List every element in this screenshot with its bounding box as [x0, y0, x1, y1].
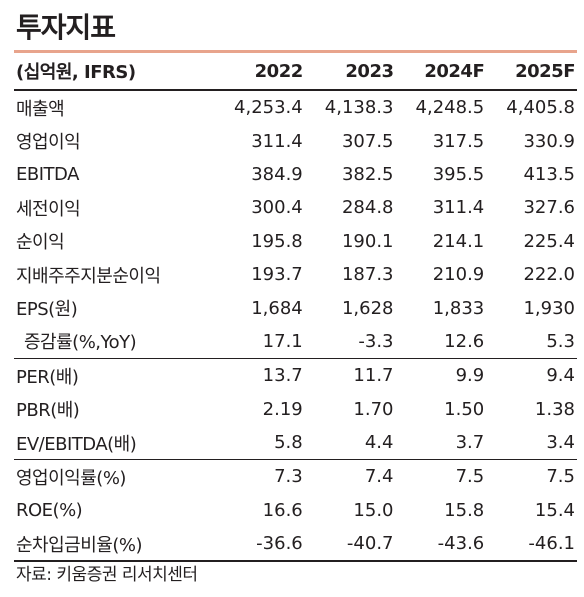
row-label: 세전이익 — [16, 198, 81, 220]
cell-value: 284.8 — [341, 197, 394, 219]
cell-value: 413.5 — [523, 163, 575, 185]
cell-value: 1.50 — [444, 398, 485, 420]
cell-value: 225.4 — [523, 230, 575, 252]
cell-value: 187.3 — [341, 264, 394, 286]
investment-indicators-table: (십억원, IFRS) 2022 2023 2024F 2025F 매출액 4,… — [14, 53, 577, 563]
page-title: 투자지표 — [16, 11, 116, 44]
cell-value: 1,930 — [523, 297, 575, 319]
cell-value: 327.6 — [523, 197, 575, 219]
row-label: 순차입금비율(%) — [14, 527, 214, 563]
title-divider — [14, 50, 577, 53]
cell-value: 1,628 — [341, 297, 394, 319]
table-row: 매출액 4,253.4 4,138.3 4,248.5 4,405.8 — [14, 90, 577, 124]
cell-value: 7.5 — [546, 466, 575, 488]
cell-value: 9.9 — [455, 365, 485, 387]
row-label: EV/EBITDA(배) — [14, 425, 214, 461]
cell-value: 300.4 — [251, 197, 303, 219]
cell-value: 1.70 — [353, 398, 394, 420]
table-header-row: (십억원, IFRS) 2022 2023 2024F 2025F — [14, 53, 577, 91]
cell-value: 193.7 — [251, 264, 303, 286]
row-label: 순이익 — [16, 232, 65, 254]
cell-value: 4,253.4 — [234, 97, 303, 119]
cell-value: -3.3 — [304, 324, 396, 360]
cell-value: 15.4 — [534, 499, 575, 521]
table-row: EBITDA 384.9 382.5 395.5 413.5 — [14, 158, 577, 191]
cell-value: -36.6 — [214, 527, 305, 563]
cell-value: 395.5 — [432, 163, 485, 185]
row-label: EBITDA — [16, 163, 79, 185]
cell-value: -46.1 — [486, 527, 577, 563]
cell-value: 311.4 — [432, 197, 485, 219]
cell-value: 16.6 — [262, 499, 303, 521]
year-header: 2023 — [304, 53, 396, 91]
table-row: 영업이익 311.4 307.5 317.5 330.9 — [14, 124, 577, 157]
cell-value: 330.9 — [523, 130, 575, 152]
cell-value: 13.7 — [262, 365, 303, 387]
cell-value: 3.7 — [395, 425, 487, 461]
cell-value: 11.7 — [353, 365, 394, 387]
cell-value: 17.1 — [214, 324, 305, 360]
table-row: PER(배) 13.7 11.7 9.9 9.4 — [14, 359, 577, 393]
table-row: ROE(%) 16.6 15.0 15.8 15.4 — [14, 494, 577, 527]
table-row: EV/EBITDA(배) 5.8 4.4 3.7 3.4 — [14, 425, 577, 461]
cell-value: -43.6 — [395, 527, 487, 563]
table-row: EPS(원) 1,684 1,628 1,833 1,930 — [14, 291, 577, 324]
cell-value: 12.6 — [395, 324, 487, 360]
cell-value: 190.1 — [341, 230, 394, 252]
cell-value: 210.9 — [432, 264, 485, 286]
year-header: 2022 — [214, 53, 305, 91]
table-row: 세전이익 300.4 284.8 311.4 327.6 — [14, 191, 577, 224]
row-label: 영업이익률(%) — [16, 467, 126, 489]
cell-value: 1.38 — [534, 398, 575, 420]
cell-value: 15.8 — [444, 499, 485, 521]
cell-value: 1,684 — [251, 297, 303, 319]
table-row: 지배주주지분순이익 193.7 187.3 210.9 222.0 — [14, 258, 577, 291]
table-row: PBR(배) 2.19 1.70 1.50 1.38 — [14, 393, 577, 426]
row-label: PER(배) — [16, 366, 79, 388]
cell-value: -40.7 — [304, 527, 396, 563]
cell-value: 4,138.3 — [324, 97, 394, 119]
cell-value: 9.4 — [546, 365, 575, 387]
table-row: 영업이익률(%) 7.3 7.4 7.5 7.5 — [14, 460, 577, 494]
row-label: EPS(원) — [16, 299, 78, 321]
cell-value: 317.5 — [432, 130, 485, 152]
year-header: 2024F — [395, 53, 487, 91]
cell-value: 7.5 — [455, 466, 485, 488]
cell-value: 382.5 — [341, 163, 394, 185]
table-row: 순이익 195.8 190.1 214.1 225.4 — [14, 225, 577, 258]
row-label: ROE(%) — [16, 499, 83, 521]
cell-value: 7.3 — [274, 466, 303, 488]
cell-value: 1,833 — [432, 297, 485, 319]
row-label: 증감률(%,YoY) — [14, 324, 214, 360]
cell-value: 4.4 — [304, 425, 396, 461]
cell-value: 4,405.8 — [506, 97, 575, 119]
cell-value: 307.5 — [341, 130, 394, 152]
cell-value: 2.19 — [262, 398, 303, 420]
cell-value: 7.4 — [364, 466, 394, 488]
cell-value: 3.4 — [486, 425, 577, 461]
cell-value: 195.8 — [251, 230, 303, 252]
table-row: 증감률(%,YoY) 17.1 -3.3 12.6 5.3 — [14, 324, 577, 360]
cell-value: 222.0 — [523, 264, 575, 286]
cell-value: 15.0 — [353, 499, 394, 521]
cell-value: 5.3 — [486, 324, 577, 360]
row-label: 지배주주지분순이익 — [16, 265, 161, 287]
source-note: 자료: 키움증권 리서치센터 — [16, 565, 198, 585]
row-label: 매출액 — [16, 98, 65, 120]
row-label: PBR(배) — [16, 400, 80, 422]
cell-value: 214.1 — [432, 230, 485, 252]
cell-value: 311.4 — [251, 130, 303, 152]
cell-value: 5.8 — [214, 425, 305, 461]
unit-label: (십억원, IFRS) — [14, 53, 214, 91]
year-header: 2025F — [486, 53, 577, 91]
row-label: 영업이익 — [16, 132, 81, 154]
cell-value: 384.9 — [251, 163, 303, 185]
table-row: 순차입금비율(%) -36.6 -40.7 -43.6 -46.1 — [14, 527, 577, 563]
cell-value: 4,248.5 — [415, 97, 485, 119]
